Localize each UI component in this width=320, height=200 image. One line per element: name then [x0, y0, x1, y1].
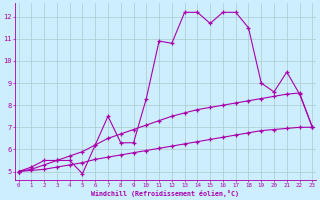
- X-axis label: Windchill (Refroidissement éolien,°C): Windchill (Refroidissement éolien,°C): [92, 190, 239, 197]
